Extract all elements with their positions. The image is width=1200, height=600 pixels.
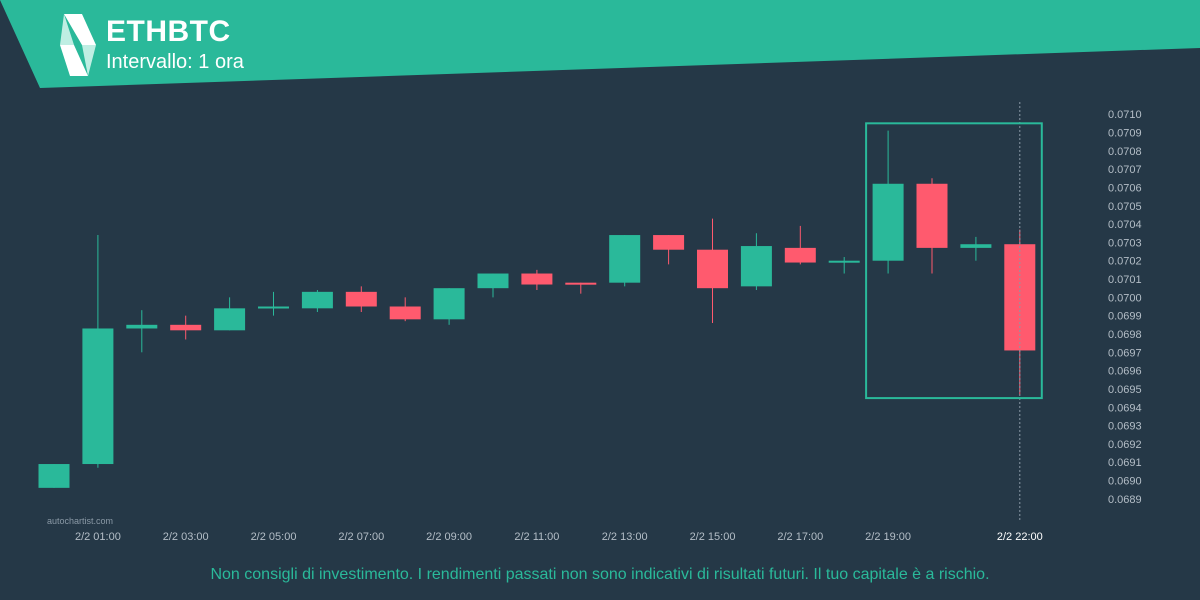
- candle-body: [301, 291, 333, 309]
- candle-body: [126, 324, 158, 329]
- pattern-overlay: [865, 102, 1043, 520]
- candle: [433, 288, 465, 325]
- x-tick-label: 2/2 17:00: [777, 531, 823, 543]
- candle: [565, 282, 597, 294]
- y-tick-label: 0.0696: [1108, 366, 1142, 378]
- candle: [521, 269, 553, 291]
- candle-body: [389, 306, 421, 320]
- y-tick-label: 0.0691: [1108, 457, 1142, 469]
- candle-body: [345, 291, 377, 307]
- candle-body: [916, 183, 948, 248]
- candle: [784, 225, 816, 265]
- x-tick-label: 2/2 03:00: [163, 531, 209, 543]
- candle: [960, 236, 992, 261]
- candle-body: [784, 247, 816, 263]
- y-tick-label: 0.0707: [1108, 164, 1142, 176]
- x-tick-label: 2/2 22:00: [997, 531, 1043, 543]
- candle-body: [170, 324, 202, 331]
- candle: [916, 178, 948, 274]
- candle-body: [740, 246, 772, 287]
- x-tick-label: 2/2 15:00: [690, 531, 736, 543]
- y-tick-label: 0.0700: [1108, 292, 1142, 304]
- x-tick-label: 2/2 11:00: [514, 531, 559, 543]
- candle: [126, 310, 158, 353]
- y-tick-label: 0.0704: [1108, 219, 1142, 231]
- autochartist-logo-icon: [60, 14, 96, 76]
- pattern-box: [865, 122, 1043, 400]
- candle: [170, 315, 202, 340]
- candle: [258, 291, 289, 316]
- y-tick-label: 0.0708: [1108, 146, 1142, 158]
- candle: [828, 257, 860, 274]
- x-tick-label: 2/2 05:00: [251, 531, 297, 543]
- candle-body: [521, 273, 553, 285]
- y-tick-label: 0.0710: [1108, 109, 1142, 121]
- y-tick-label: 0.0689: [1108, 494, 1142, 506]
- y-tick-label: 0.0694: [1108, 402, 1142, 414]
- candles: [38, 130, 1036, 488]
- y-tick-label: 0.0698: [1108, 329, 1142, 341]
- candle-body: [653, 235, 685, 250]
- interval-subtitle: Intervallo: 1 ora: [106, 51, 244, 73]
- candle-body: [828, 260, 860, 263]
- candle: [345, 286, 377, 312]
- candle: [872, 130, 904, 274]
- candle-body: [1004, 244, 1036, 351]
- candle: [609, 235, 641, 287]
- y-tick-label: 0.0703: [1108, 237, 1142, 249]
- x-axis-ticks: 2/2 01:00 2/2 03:00 2/2 05:00 2/2 07:00 2/2 …: [75, 531, 1043, 543]
- candle: [301, 290, 333, 312]
- candle-body: [565, 282, 597, 285]
- candle-body: [258, 306, 289, 309]
- candle-body: [960, 244, 992, 248]
- candle-body: [872, 183, 904, 261]
- candle: [214, 297, 246, 331]
- candle: [740, 233, 772, 291]
- disclaimer-text: Non consigli di investimento. I rendimen…: [210, 566, 990, 583]
- candle-body: [38, 464, 70, 488]
- y-tick-label: 0.0697: [1108, 347, 1142, 359]
- candle-body: [697, 249, 728, 289]
- watermark: autochartist.com: [47, 516, 114, 526]
- candle: [389, 297, 421, 322]
- y-tick-label: 0.0690: [1108, 476, 1142, 488]
- candle: [653, 235, 685, 265]
- x-tick-label: 2/2 09:00: [426, 531, 472, 543]
- x-tick-label: 2/2 07:00: [338, 531, 384, 543]
- y-tick-label: 0.0701: [1108, 274, 1142, 286]
- x-tick-label: 2/2 01:00: [75, 531, 121, 543]
- y-tick-label: 0.0702: [1108, 256, 1142, 268]
- y-tick-label: 0.0706: [1108, 182, 1142, 194]
- candle-body: [82, 328, 114, 465]
- candle-body: [477, 273, 509, 289]
- candle-body: [433, 288, 465, 320]
- candle-body: [214, 308, 246, 331]
- y-tick-label: 0.0692: [1108, 439, 1142, 451]
- x-tick-label: 2/2 19:00: [865, 531, 911, 543]
- candle-body: [609, 235, 641, 283]
- candle: [1004, 229, 1036, 395]
- candle: [82, 235, 114, 468]
- candle: [697, 218, 728, 323]
- y-tick-label: 0.0695: [1108, 384, 1142, 396]
- y-tick-label: 0.0699: [1108, 311, 1142, 323]
- y-axis-ticks: 0.0710 0.0709 0.0708 0.0707 0.0706 0.0705 0.07…: [1108, 109, 1142, 506]
- candle: [477, 273, 509, 298]
- header-banner: [0, 0, 1200, 88]
- page-title: ETHBTC: [106, 15, 231, 48]
- y-tick-label: 0.0709: [1108, 127, 1142, 139]
- x-tick-label: 2/2 13:00: [602, 531, 648, 543]
- y-tick-label: 0.0705: [1108, 201, 1142, 213]
- candle: [38, 464, 70, 488]
- y-tick-label: 0.0693: [1108, 421, 1142, 433]
